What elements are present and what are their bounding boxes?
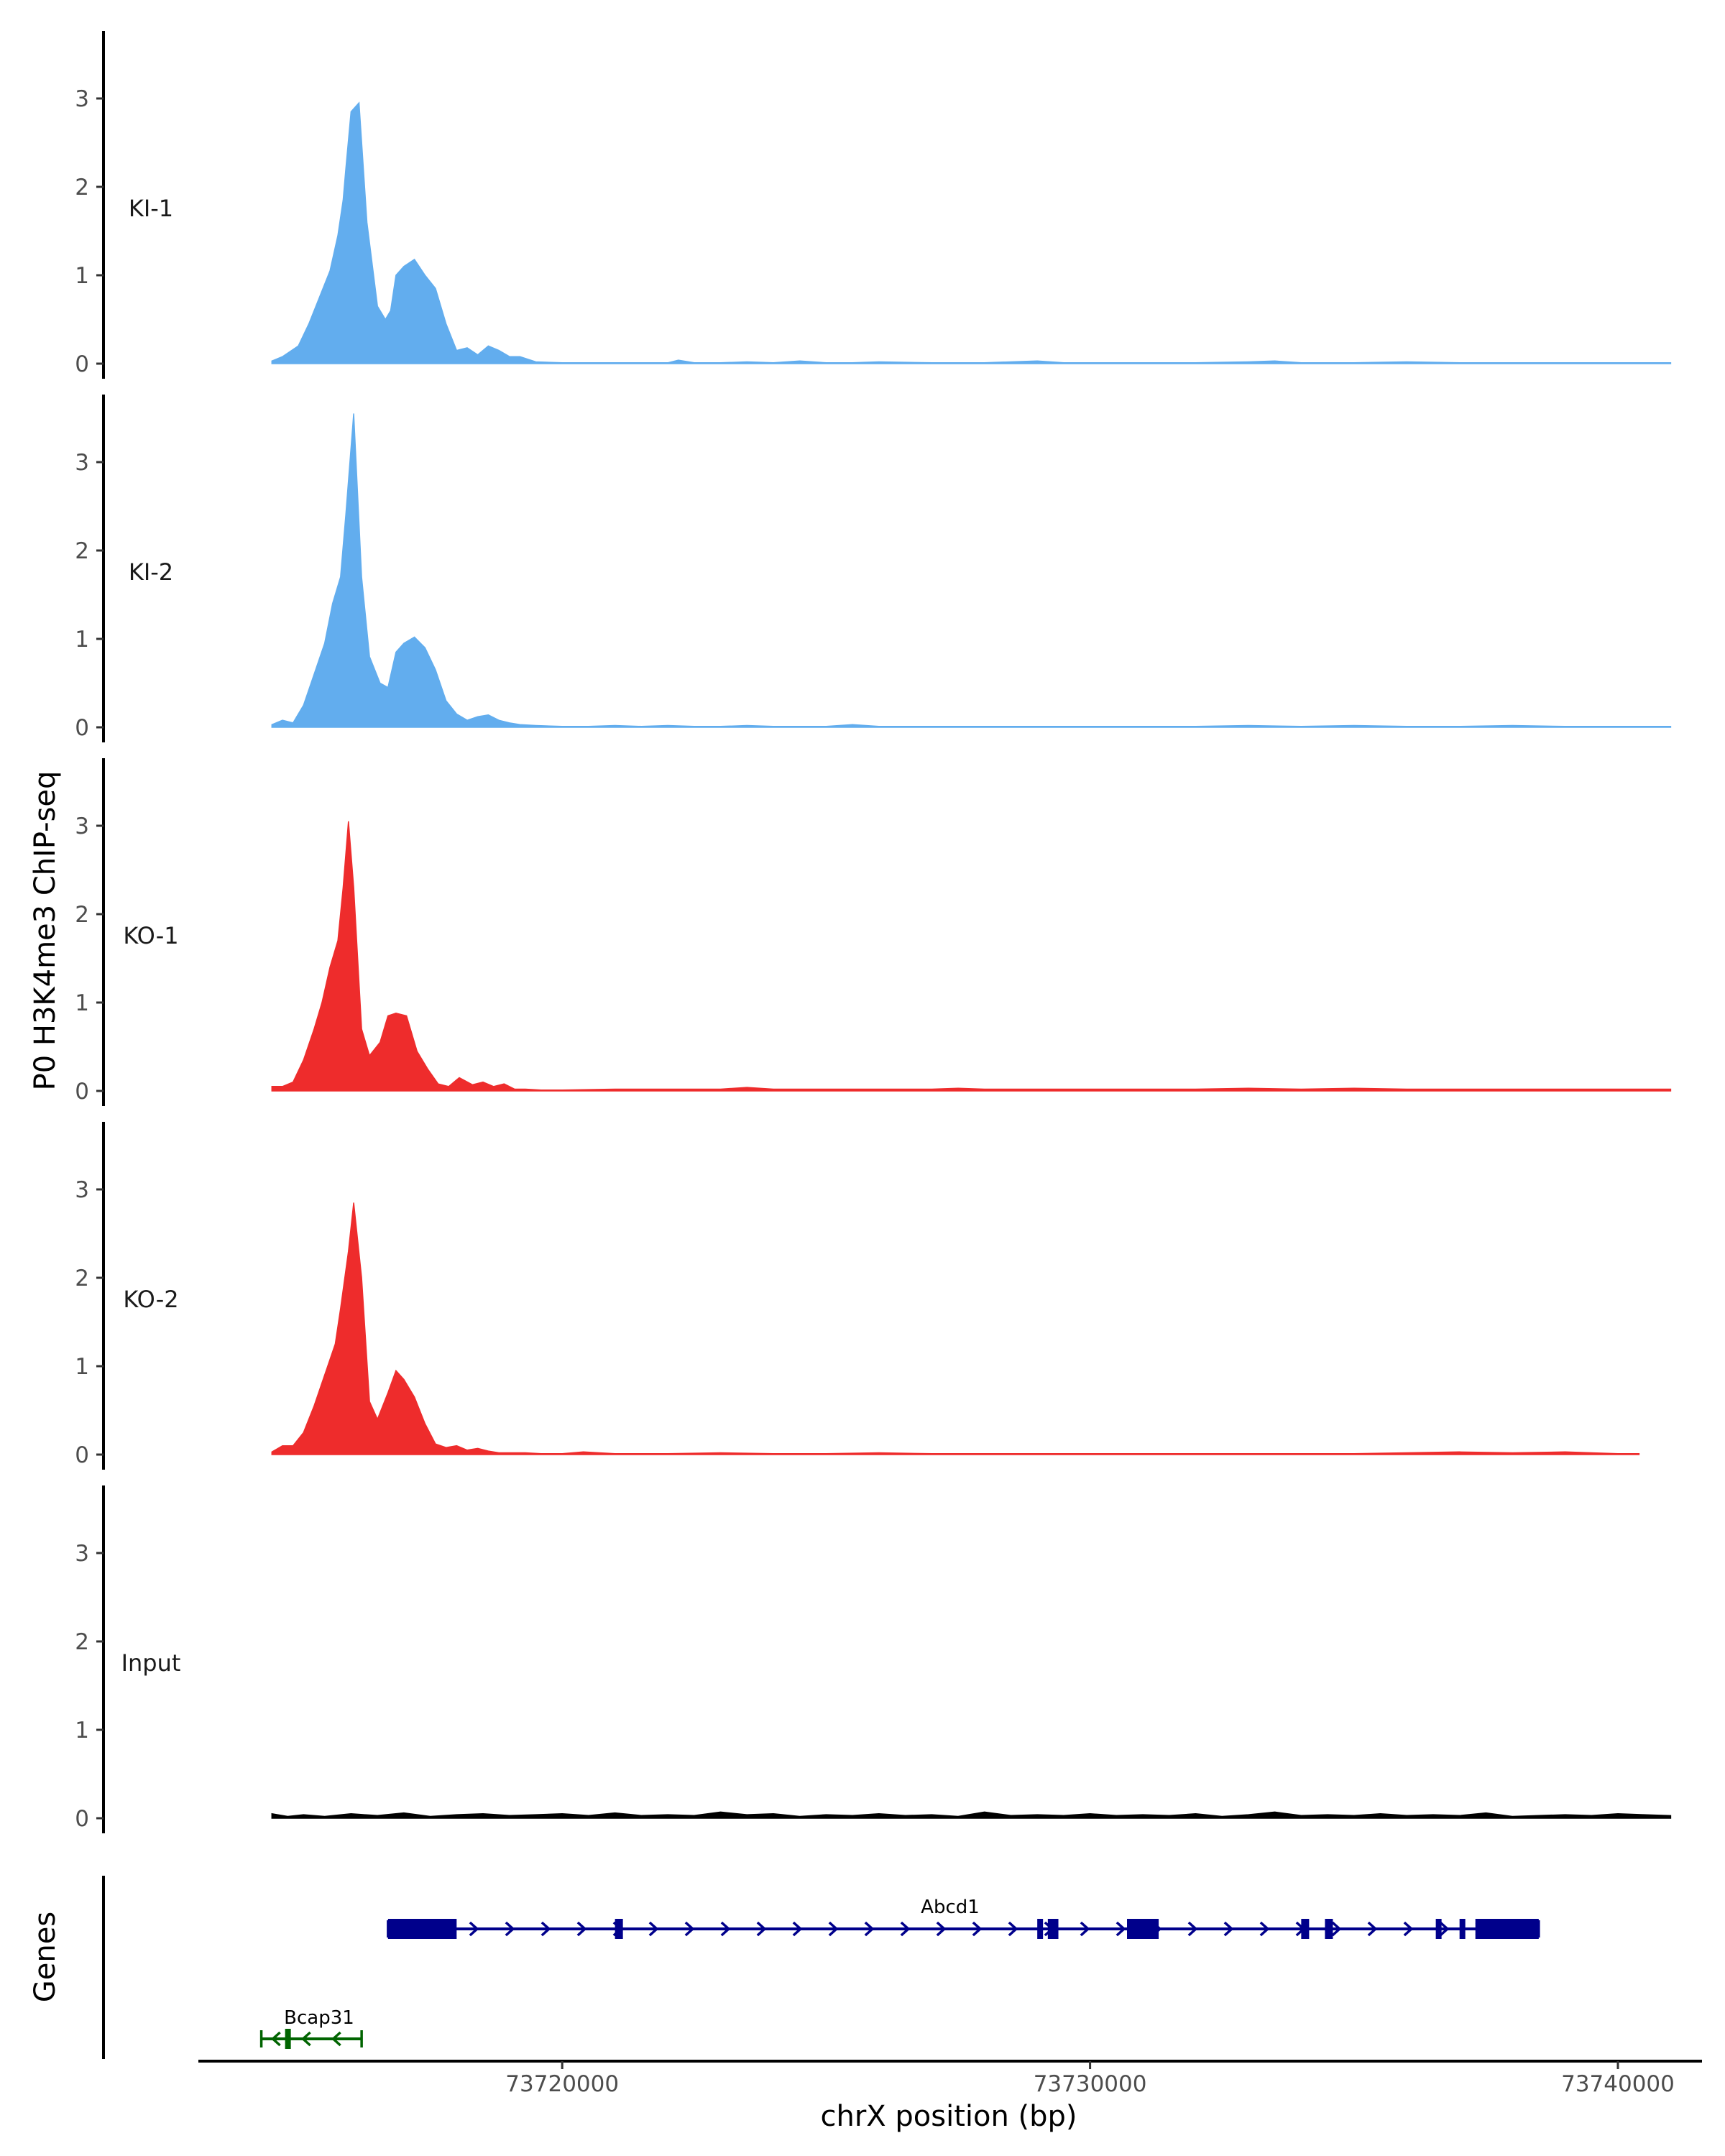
- strand-arrow: [756, 1921, 767, 1937]
- track-label: KO-1: [123, 922, 178, 949]
- x-tick-label: 73740000: [1561, 2071, 1675, 2097]
- y-tick-label: 2: [75, 1629, 89, 1655]
- y-tick-label: 3: [75, 1177, 89, 1203]
- genes-panel-title: Genes: [29, 1912, 62, 2002]
- strand-arrow: [936, 1921, 947, 1937]
- y-tick-label: 2: [75, 1266, 89, 1291]
- track-label: Input: [121, 1649, 181, 1677]
- exon: [1037, 1919, 1044, 1939]
- strand-arrow: [1367, 1921, 1378, 1937]
- strand-arrow: [684, 1921, 695, 1937]
- strand-arrow: [1008, 1921, 1018, 1937]
- signal-area: [271, 821, 1672, 1092]
- strand-arrow: [1080, 1921, 1090, 1937]
- gene-label: Abcd1: [921, 1897, 980, 1918]
- y-tick-label: 2: [75, 175, 89, 201]
- y-axis-title: P0 H3K4me3 ChIP-seq: [29, 771, 62, 1091]
- y-tick-label: 2: [75, 902, 89, 928]
- x-axis-title: chrX position (bp): [820, 2100, 1077, 2133]
- track-input: 0 1 2 3 Input: [75, 1485, 1672, 1833]
- y-tick-label: 1: [75, 263, 89, 289]
- exon: [1127, 1919, 1159, 1939]
- strand-arrow: [1439, 1921, 1450, 1937]
- y-tick-label: 2: [75, 538, 89, 564]
- strand-arrow: [576, 1921, 587, 1937]
- strand-arrow: [270, 2031, 281, 2047]
- strand-arrow: [1187, 1921, 1198, 1937]
- x-tick-label: 73720000: [505, 2071, 619, 2097]
- strand-arrow: [972, 1921, 983, 1937]
- track-ko-1: 0 1 2 3 KO-1: [75, 758, 1672, 1106]
- strand-arrow: [1116, 1921, 1126, 1937]
- y-tick-label: 0: [75, 715, 89, 741]
- gene-label: Bcap31: [284, 2007, 354, 2029]
- strand-arrow: [828, 1921, 839, 1937]
- gene-bcap31: Bcap31: [259, 2007, 363, 2049]
- y-tick-label: 0: [75, 1079, 89, 1105]
- track-label: KI-1: [129, 195, 173, 222]
- y-tick-label: 1: [75, 627, 89, 653]
- strand-arrow: [1331, 1921, 1342, 1937]
- y-tick-label: 0: [75, 351, 89, 377]
- strand-arrow: [469, 1921, 479, 1937]
- track-ki-1: 0 1 2 3 KI-1: [75, 31, 1672, 379]
- exon: [1459, 1919, 1466, 1939]
- exon: [615, 1919, 623, 1939]
- exon: [1047, 1919, 1059, 1939]
- gene-abcd1: Abcd1: [387, 1897, 1540, 1939]
- exon: [1325, 1919, 1333, 1939]
- signal-area: [271, 1202, 1640, 1455]
- tracks-layer: 0 1 2 3 KI-1 0 1 2 3 KI-2 0 1 2 3 KO-1 0 1 2 3 KO-2 0 1 2 3 Inpu…: [75, 31, 1672, 1833]
- strand-arrow: [1403, 1921, 1414, 1937]
- y-tick-label: 1: [75, 1718, 89, 1743]
- y-tick-label: 1: [75, 990, 89, 1016]
- y-tick-label: 3: [75, 1541, 89, 1567]
- exon: [1475, 1919, 1539, 1939]
- y-tick-label: 3: [75, 450, 89, 476]
- signal-area: [271, 413, 1672, 728]
- strand-arrow: [540, 1921, 551, 1937]
- track-ki-2: 0 1 2 3 KI-2: [75, 395, 1672, 742]
- y-tick-label: 3: [75, 814, 89, 839]
- exon: [387, 1919, 457, 1939]
- y-tick-label: 0: [75, 1442, 89, 1468]
- strand-arrow: [648, 1921, 659, 1937]
- strand-arrow: [792, 1921, 803, 1937]
- strand-arrow: [1259, 1921, 1270, 1937]
- y-tick-label: 1: [75, 1354, 89, 1380]
- signal-area: [271, 1811, 1672, 1819]
- y-tick-label: 3: [75, 86, 89, 112]
- track-label: KI-2: [129, 558, 173, 586]
- strand-arrow: [331, 2031, 341, 2047]
- x-axis: 73720000 73730000 73740000: [198, 2060, 1702, 2097]
- y-tick-label: 0: [75, 1806, 89, 1832]
- strand-arrow: [505, 1921, 515, 1937]
- exon: [285, 2029, 291, 2049]
- strand-arrow: [720, 1921, 731, 1937]
- strand-arrow: [300, 2031, 311, 2047]
- exon: [1435, 1919, 1442, 1939]
- strand-arrow: [864, 1921, 875, 1937]
- exon: [1301, 1919, 1310, 1939]
- track-ko-2: 0 1 2 3 KO-2: [75, 1122, 1640, 1470]
- genes-panel: Abcd1 Bcap31: [102, 1876, 1540, 2059]
- strand-arrow: [900, 1921, 911, 1937]
- signal-area: [271, 101, 1672, 364]
- strand-arrow: [1223, 1921, 1234, 1937]
- track-label: KO-2: [123, 1286, 178, 1313]
- x-tick-label: 73730000: [1034, 2071, 1147, 2097]
